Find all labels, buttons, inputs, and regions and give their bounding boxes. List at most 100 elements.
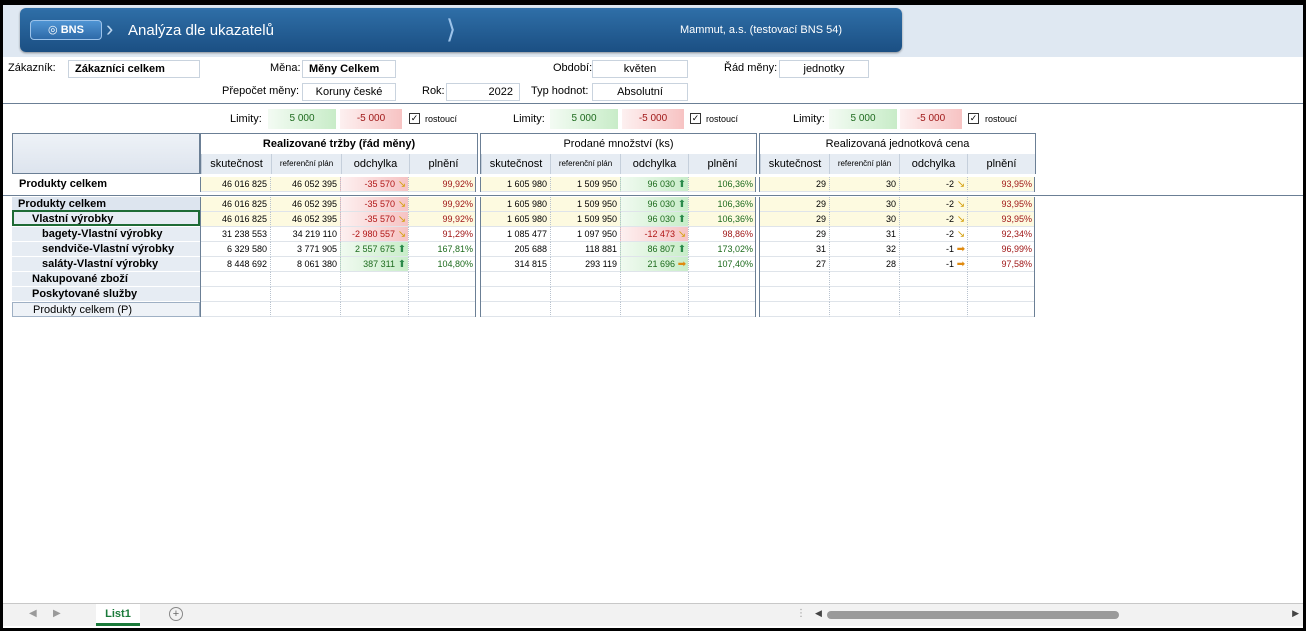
cell-deviation[interactable] bbox=[340, 302, 408, 317]
cell-deviation[interactable]: -2 ↘ bbox=[899, 177, 967, 192]
cell-plan[interactable]: 46 052 395 bbox=[270, 177, 340, 192]
cell-plan[interactable]: 293 119 bbox=[550, 257, 620, 272]
cell-plan[interactable]: 34 219 110 bbox=[270, 227, 340, 242]
conversion-field[interactable]: Koruny české bbox=[302, 83, 396, 101]
cell-plan[interactable]: 3 771 905 bbox=[270, 242, 340, 257]
cell-plan[interactable]: 46 052 395 bbox=[270, 212, 340, 227]
limit-green[interactable]: 5 000 bbox=[550, 109, 618, 129]
limit-green[interactable]: 5 000 bbox=[268, 109, 336, 129]
cell-fulfilment[interactable]: 93,95% bbox=[967, 212, 1035, 227]
row-label[interactable]: Poskytované služby bbox=[12, 287, 200, 302]
row-label[interactable]: Produkty celkem bbox=[19, 178, 108, 190]
bns-logo[interactable]: ◎ BNS bbox=[30, 20, 102, 40]
cell-plan[interactable] bbox=[550, 272, 620, 287]
cell-deviation[interactable]: 86 807 ⬆ bbox=[620, 242, 688, 257]
cell-deviation[interactable] bbox=[899, 287, 967, 302]
value-type-field[interactable]: Absolutní bbox=[592, 83, 688, 101]
cell-fulfilment[interactable] bbox=[408, 287, 476, 302]
cell-plan[interactable]: 1 097 950 bbox=[550, 227, 620, 242]
cell-fulfilment[interactable] bbox=[688, 287, 756, 302]
sheet-tab-list1[interactable]: List1 bbox=[96, 604, 140, 626]
splitter-icon[interactable]: ⋮ bbox=[796, 608, 806, 619]
cell-fulfilment[interactable] bbox=[688, 272, 756, 287]
currency-order-field[interactable]: jednotky bbox=[779, 60, 869, 78]
row-label[interactable]: Nakupované zboží bbox=[12, 272, 200, 287]
cell-deviation[interactable] bbox=[340, 272, 408, 287]
rising-checkbox[interactable]: ✓ bbox=[409, 113, 420, 124]
cell-fulfilment[interactable]: 91,29% bbox=[408, 227, 476, 242]
limit-red[interactable]: -5 000 bbox=[340, 109, 402, 129]
cell-deviation[interactable]: -35 570 ↘ bbox=[340, 212, 408, 227]
rising-checkbox[interactable]: ✓ bbox=[690, 113, 701, 124]
cell-fulfilment[interactable]: 93,95% bbox=[967, 197, 1035, 212]
cell-deviation[interactable]: 2 557 675 ⬆ bbox=[340, 242, 408, 257]
cell-fulfilment[interactable]: 96,99% bbox=[967, 242, 1035, 257]
cell-deviation[interactable]: -2 980 557 ↘ bbox=[340, 227, 408, 242]
cell-plan[interactable] bbox=[829, 287, 899, 302]
cell-fulfilment[interactable]: 98,86% bbox=[688, 227, 756, 242]
cell-deviation[interactable] bbox=[620, 272, 688, 287]
cell-deviation[interactable]: 96 030 ⬆ bbox=[620, 212, 688, 227]
add-sheet-icon[interactable]: + bbox=[169, 607, 183, 621]
cell-deviation[interactable] bbox=[340, 287, 408, 302]
cell-fulfilment[interactable] bbox=[967, 302, 1035, 317]
cell-plan[interactable]: 30 bbox=[829, 197, 899, 212]
row-label[interactable]: saláty-Vlastní výrobky bbox=[12, 257, 200, 272]
cell-plan[interactable]: 1 509 950 bbox=[550, 177, 620, 192]
cell-fulfilment[interactable]: 104,80% bbox=[408, 257, 476, 272]
cell-plan[interactable] bbox=[550, 287, 620, 302]
prev-sheet-icon[interactable]: ◀ bbox=[29, 608, 37, 619]
cell-fulfilment[interactable]: 107,40% bbox=[688, 257, 756, 272]
cell-fulfilment[interactable]: 106,36% bbox=[688, 197, 756, 212]
cell-deviation[interactable] bbox=[899, 302, 967, 317]
row-label[interactable]: sendviče-Vlastní výrobky bbox=[12, 242, 200, 257]
cell-plan[interactable]: 46 052 395 bbox=[270, 197, 340, 212]
rising-checkbox[interactable]: ✓ bbox=[968, 113, 979, 124]
row-label[interactable]: bagety-Vlastní výrobky bbox=[12, 227, 200, 242]
cell-fulfilment[interactable]: 106,36% bbox=[688, 177, 756, 192]
cell-deviation[interactable]: -2 ↘ bbox=[899, 197, 967, 212]
row-label[interactable]: Produkty celkem bbox=[12, 197, 200, 212]
row-label[interactable]: Produkty celkem (P) bbox=[12, 302, 200, 317]
customer-field[interactable]: Zákazníci celkem bbox=[68, 60, 200, 78]
cell-plan[interactable]: 28 bbox=[829, 257, 899, 272]
cell-fulfilment[interactable]: 167,81% bbox=[408, 242, 476, 257]
cell-deviation[interactable]: -1 ➡ bbox=[899, 257, 967, 272]
cell-deviation[interactable]: 387 311 ⬆ bbox=[340, 257, 408, 272]
cell-fulfilment[interactable]: 99,92% bbox=[408, 177, 476, 192]
cell-plan[interactable] bbox=[270, 287, 340, 302]
row-label[interactable]: Vlastní výrobky bbox=[12, 212, 200, 227]
cell-deviation[interactable] bbox=[899, 272, 967, 287]
cell-deviation[interactable]: -1 ➡ bbox=[899, 242, 967, 257]
cell-plan[interactable]: 31 bbox=[829, 227, 899, 242]
cell-fulfilment[interactable]: 93,95% bbox=[967, 177, 1035, 192]
cell-deviation[interactable] bbox=[620, 287, 688, 302]
horizontal-scrollbar[interactable]: ◀ ▶ bbox=[815, 608, 1299, 620]
cell-plan[interactable] bbox=[550, 302, 620, 317]
limit-green[interactable]: 5 000 bbox=[829, 109, 897, 129]
cell-plan[interactable]: 30 bbox=[829, 177, 899, 192]
cell-deviation[interactable]: -2 ↘ bbox=[899, 212, 967, 227]
scroll-thumb[interactable] bbox=[827, 611, 1119, 619]
cell-plan[interactable]: 1 509 950 bbox=[550, 197, 620, 212]
cell-fulfilment[interactable]: 97,58% bbox=[967, 257, 1035, 272]
cell-deviation[interactable]: 96 030 ⬆ bbox=[620, 197, 688, 212]
cell-deviation[interactable]: -2 ↘ bbox=[899, 227, 967, 242]
cell-plan[interactable] bbox=[270, 272, 340, 287]
cell-fulfilment[interactable]: 106,36% bbox=[688, 212, 756, 227]
cell-plan[interactable]: 1 509 950 bbox=[550, 212, 620, 227]
cell-fulfilment[interactable] bbox=[408, 272, 476, 287]
limit-red[interactable]: -5 000 bbox=[900, 109, 962, 129]
cell-deviation[interactable]: 96 030 ⬆ bbox=[620, 177, 688, 192]
cell-deviation[interactable]: -12 473 ↘ bbox=[620, 227, 688, 242]
cell-fulfilment[interactable] bbox=[967, 272, 1035, 287]
scroll-left-icon[interactable]: ◀ bbox=[815, 608, 822, 618]
period-field[interactable]: květen bbox=[592, 60, 688, 78]
cell-plan[interactable]: 118 881 bbox=[550, 242, 620, 257]
cell-plan[interactable] bbox=[829, 272, 899, 287]
cell-fulfilment[interactable]: 99,92% bbox=[408, 197, 476, 212]
cell-deviation[interactable]: -35 570 ↘ bbox=[340, 197, 408, 212]
cell-fulfilment[interactable]: 173,02% bbox=[688, 242, 756, 257]
cell-plan[interactable]: 30 bbox=[829, 212, 899, 227]
scroll-right-icon[interactable]: ▶ bbox=[1292, 608, 1299, 618]
